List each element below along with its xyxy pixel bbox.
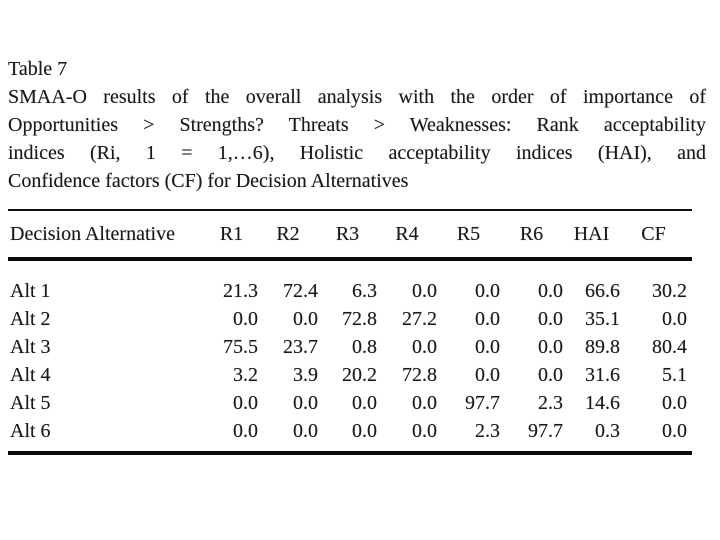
cell-alt-6-r2: 0.0: [293, 419, 318, 442]
cell-alt-2-r1: 0.0: [233, 307, 258, 330]
spacer-row: [8, 445, 692, 453]
cell-alt-4-r1: 3.2: [233, 363, 258, 386]
row-label-alt-3: Alt 3: [10, 335, 51, 358]
table-row: Alt 1 21.3 72.4 6.3 0.0 0.0 0.0 66.6 30.2: [8, 277, 692, 305]
cell-alt-4-r6: 0.0: [538, 363, 563, 386]
cell-alt-5-r3: 0.0: [352, 391, 377, 414]
results-table: Decision Alternative R1 R2 R3 R4 R5 R6 HAI CF Al…: [8, 209, 692, 455]
column-header-hai: HAI: [573, 222, 610, 245]
cell-alt-4-cf: 5.1: [662, 363, 687, 386]
caption-line-2: Opportunities > Strengths? Threats > Wea…: [8, 114, 706, 136]
column-header-cf: CF: [641, 222, 666, 245]
cell-alt-4-r3: 20.2: [342, 363, 377, 386]
cell-alt-2-r4: 27.2: [402, 307, 437, 330]
column-header-r5: R5: [456, 222, 481, 245]
cell-alt-5-r1: 0.0: [233, 391, 258, 414]
cell-alt-6-cf: 0.0: [662, 419, 687, 442]
cell-alt-2-hai: 35.1: [585, 307, 620, 330]
cell-alt-1-r1: 21.3: [223, 279, 258, 302]
table-caption: Table 7 SMAA-O results of the overall an…: [8, 55, 706, 195]
cell-alt-1-r4: 0.0: [412, 279, 437, 302]
cell-alt-5-hai: 14.6: [585, 391, 620, 414]
cell-alt-6-r5: 2.3: [475, 419, 500, 442]
column-header-r6: R6: [519, 222, 544, 245]
cell-alt-6-r6: 97.7: [528, 419, 563, 442]
row-label-alt-2: Alt 2: [10, 307, 51, 330]
cell-alt-3-r4: 0.0: [412, 335, 437, 358]
header-row: Decision Alternative R1 R2 R3 R4 R5 R6 HAI CF: [8, 210, 692, 259]
table-row: Alt 2 0.0 0.0 72.8 27.2 0.0 0.0 35.1 0.0: [8, 305, 692, 333]
caption-line-3: indices (Ri, 1 = 1,…6), Holistic accepta…: [8, 142, 706, 164]
cell-alt-1-r5: 0.0: [475, 279, 500, 302]
cell-alt-4-r5: 0.0: [475, 363, 500, 386]
cell-alt-6-r3: 0.0: [352, 419, 377, 442]
cell-alt-6-hai: 0.3: [595, 419, 620, 442]
column-header-r2: R2: [276, 222, 300, 245]
cell-alt-5-r2: 0.0: [293, 391, 318, 414]
cell-alt-2-r6: 0.0: [538, 307, 563, 330]
cell-alt-3-hai: 89.8: [585, 335, 620, 358]
row-label-alt-5: Alt 5: [10, 391, 51, 414]
caption-line-4: Confidence factors (CF) for Decision Alt…: [8, 170, 409, 192]
cell-alt-2-cf: 0.0: [662, 307, 687, 330]
cell-alt-4-r4: 72.8: [402, 363, 437, 386]
row-label-alt-4: Alt 4: [10, 363, 51, 386]
cell-alt-2-r3: 72.8: [342, 307, 377, 330]
cell-alt-6-r4: 0.0: [412, 419, 437, 442]
table-row: Alt 5 0.0 0.0 0.0 0.0 97.7 2.3 14.6 0.0: [8, 389, 692, 417]
cell-alt-4-hai: 31.6: [585, 363, 620, 386]
cell-alt-1-r6: 0.0: [538, 279, 563, 302]
cell-alt-5-cf: 0.0: [662, 391, 687, 414]
table-number: Table 7: [8, 58, 68, 80]
cell-alt-2-r5: 0.0: [475, 307, 500, 330]
cell-alt-2-r2: 0.0: [293, 307, 318, 330]
spacer-row: [8, 259, 692, 277]
table-row: Alt 6 0.0 0.0 0.0 0.0 2.3 97.7 0.3 0.0: [8, 417, 692, 445]
cell-alt-1-r3: 6.3: [352, 279, 377, 302]
cell-alt-3-r2: 23.7: [283, 335, 318, 358]
cell-alt-3-r1: 75.5: [223, 335, 258, 358]
row-label-alt-6: Alt 6: [10, 419, 51, 442]
table-row: Alt 4 3.2 3.9 20.2 72.8 0.0 0.0 31.6 5.1: [8, 361, 692, 389]
cell-alt-5-r4: 0.0: [412, 391, 437, 414]
table-row: Alt 3 75.5 23.7 0.8 0.0 0.0 0.0 89.8 80.4: [8, 333, 692, 361]
cell-alt-1-hai: 66.6: [585, 279, 620, 302]
column-header-decision-alternative: Decision Alternative: [10, 222, 175, 245]
row-label-alt-1: Alt 1: [10, 279, 51, 302]
column-header-r4: R4: [395, 222, 419, 245]
cell-alt-6-r1: 0.0: [233, 419, 258, 442]
table-body: Alt 1 21.3 72.4 6.3 0.0 0.0 0.0 66.6 30.2 Alt 2 0.…: [8, 259, 692, 453]
cell-alt-5-r5: 97.7: [465, 391, 500, 414]
cell-alt-3-cf: 80.4: [652, 335, 687, 358]
cell-alt-1-r2: 72.4: [283, 279, 318, 302]
cell-alt-5-r6: 2.3: [538, 391, 563, 414]
cell-alt-4-r2: 3.9: [293, 363, 318, 386]
cell-alt-1-cf: 30.2: [652, 279, 687, 302]
column-header-r3: R3: [335, 222, 360, 245]
cell-alt-3-r6: 0.0: [538, 335, 563, 358]
spacer-cell: [8, 259, 692, 277]
cell-alt-3-r5: 0.0: [475, 335, 500, 358]
spacer-cell: [8, 445, 692, 453]
column-header-r1: R1: [219, 222, 244, 245]
cell-alt-3-r3: 0.8: [352, 335, 377, 358]
caption-line-1: SMAA-O results of the overall analysis w…: [8, 86, 706, 108]
